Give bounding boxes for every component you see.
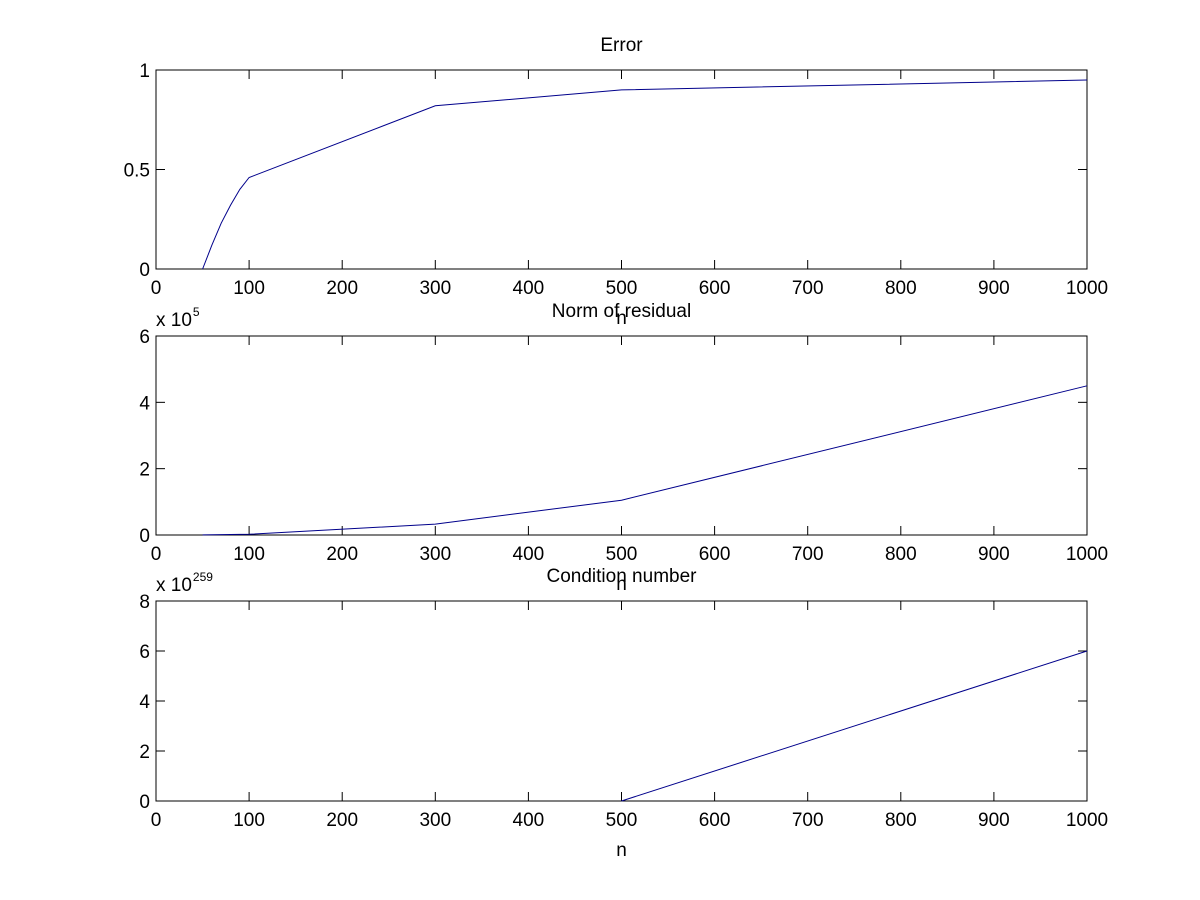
subplot-norm-of-residual: 0 100 200 300 400 500 600 700 800 900 1000 0 2 4 6 Norm… [139,301,1108,595]
x-tick-label: 800 [885,278,917,299]
x-tick-label: 900 [978,278,1010,299]
x-tick-label: 600 [699,544,731,565]
subplot-condition-number: 0 100 200 300 400 500 600 700 800 900 1000 0 2 4 6 8 Con… [139,566,1108,861]
y-tick-label: 1 [139,61,150,82]
x-tick-label: 200 [326,278,358,299]
x-axis-label: n [616,840,627,861]
y-tick-label: 4 [139,692,150,713]
chart-title: Error [600,35,643,56]
series-line [202,79,1088,270]
x-tick-label: 700 [792,810,824,831]
x-tick-label: 0 [151,810,162,831]
series-line [202,385,1088,536]
y-tick-label: 2 [139,742,150,763]
x-tick-label: 800 [885,544,917,565]
x-tick-label: 200 [326,810,358,831]
y-tick-label: 0 [139,526,150,547]
x-tick-label: 1000 [1066,278,1108,299]
y-exponent-power: 5 [193,305,200,319]
chart-title: Norm of residual [552,301,691,322]
x-tick-label: 600 [699,810,731,831]
x-tick-label: 900 [978,810,1010,831]
x-tick-label: 500 [606,810,638,831]
subplot-error: 0 100 200 300 400 500 600 700 800 900 1000 0 0.5 1 Err… [124,35,1109,329]
x-tick-label: 700 [792,278,824,299]
x-tick-label: 700 [792,544,824,565]
x-axis-label: n [616,574,627,595]
chart-title: Condition number [547,566,698,587]
x-axis-label: n [616,308,627,329]
x-tick-label: 300 [419,278,451,299]
x-tick-label: 1000 [1066,544,1108,565]
series-line [621,650,1088,802]
y-tick-label: 0.5 [124,161,150,182]
x-tick-label: 500 [606,544,638,565]
x-tick-label: 500 [606,278,638,299]
x-tick-label: 400 [513,810,545,831]
x-tick-label: 100 [233,278,265,299]
x-tick-label: 1000 [1066,810,1108,831]
y-tick-label: 6 [139,327,150,348]
x-tick-label: 800 [885,810,917,831]
plot-area-frame [155,335,1088,536]
y-tick-label: 2 [139,460,150,481]
x-tick-label: 200 [326,544,358,565]
y-exponent-base: x 10 [156,310,192,331]
x-tick-label: 300 [419,810,451,831]
x-tick-label: 100 [233,810,265,831]
y-tick-label: 0 [139,792,150,813]
x-tick-label: 100 [233,544,265,565]
y-exponent-power: 259 [193,570,213,584]
x-tick-label: 300 [419,544,451,565]
x-tick-label: 900 [978,544,1010,565]
y-tick-label: 0 [139,260,150,281]
y-tick-label: 4 [139,393,150,414]
y-exponent-base: x 10 [156,575,192,596]
plot-area-frame [155,600,1088,802]
x-tick-label: 0 [151,278,162,299]
x-tick-label: 400 [513,278,545,299]
y-tick-label: 6 [139,642,150,663]
x-tick-label: 400 [513,544,545,565]
plot-area-frame [155,69,1088,270]
y-tick-label: 8 [139,592,150,613]
x-tick-label: 0 [151,544,162,565]
x-tick-label: 600 [699,278,731,299]
